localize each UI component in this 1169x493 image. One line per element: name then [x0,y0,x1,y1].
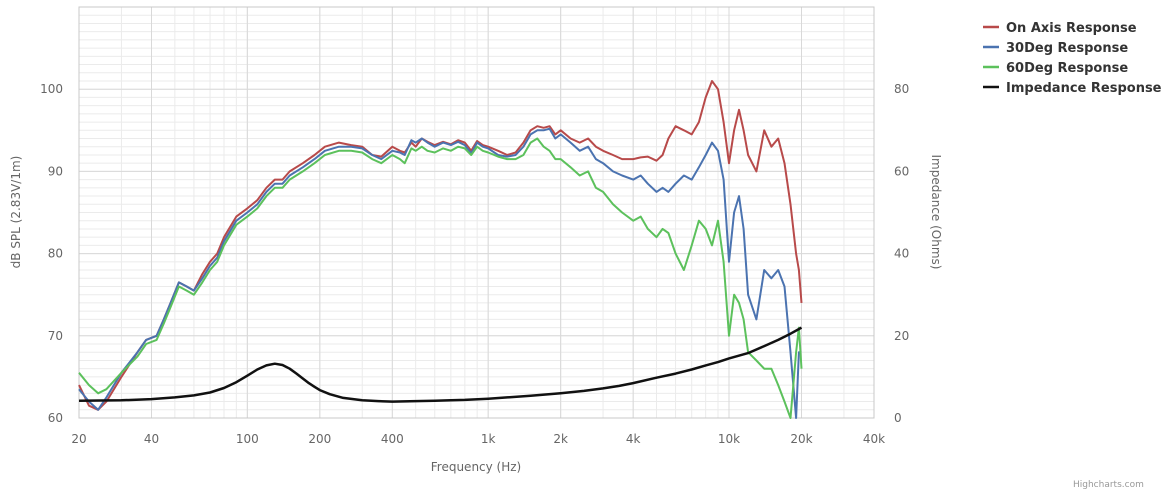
y2-tick-label: 80 [894,82,909,96]
y2-tick-label: 60 [894,164,909,178]
y-tick-label: 80 [48,247,63,261]
x-tick-label: 4k [626,432,641,446]
major-gridlines [78,7,875,419]
x-tick-label: 200 [308,432,331,446]
x-tick-label: 40k [863,432,885,446]
y2-tick-label: 0 [894,411,902,425]
legend-label-impedance-response[interactable]: Impedance Response [1006,81,1162,96]
legend-label-on-axis-response[interactable]: On Axis Response [1006,21,1137,36]
x-tick-label: 40 [144,432,159,446]
y-axis-ticks: 60 70 80 90 100 [40,82,63,425]
plot-border [78,6,875,419]
y-tick-label: 70 [48,329,63,343]
series-line-impedance-response [78,326,803,403]
legend: On Axis Response 30Deg Response 60Deg Resp… [983,21,1162,96]
series-line-60deg-response [78,137,803,419]
y-tick-label: 60 [48,411,63,425]
x-tick-label: 20 [71,432,86,446]
y-tick-label: 90 [48,164,63,178]
y2-axis-ticks: 0 20 40 60 80 [894,82,909,425]
credits-link[interactable]: Highcharts.com [1073,480,1144,490]
x-tick-label: 1k [481,432,496,446]
y2-tick-label: 20 [894,329,909,343]
y2-tick-label: 40 [894,247,909,261]
series-layer [78,80,803,419]
legend-label-60deg-response[interactable]: 60Deg Response [1006,61,1128,76]
x-axis-title: Frequency (Hz) [431,460,522,474]
y-axis-title: dB SPL (2.83V/1m) [9,156,23,269]
x-tick-label: 10k [718,432,740,446]
series-line-on-axis-response [78,80,803,411]
y-tick-label: 100 [40,82,63,96]
legend-label-30deg-response[interactable]: 30Deg Response [1006,41,1128,56]
series-line-30deg-response [78,127,802,419]
x-tick-label: 20k [790,432,812,446]
y2-axis-title: Impedance (Ohms) [929,155,943,270]
x-axis-ticks: 20 40 100 200 400 1k 2k 4k 10k 20k 40k [71,432,885,446]
x-tick-label: 100 [236,432,259,446]
x-tick-label: 2k [553,432,568,446]
x-tick-label: 400 [381,432,404,446]
